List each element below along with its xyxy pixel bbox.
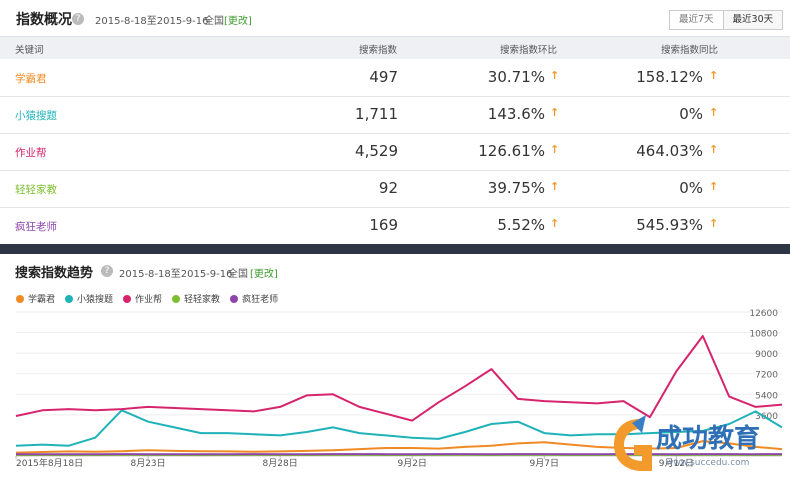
x-tick-label: 8月23日 bbox=[130, 458, 165, 469]
y-tick-label: 10800 bbox=[749, 330, 778, 340]
help-icon[interactable]: ? bbox=[101, 265, 113, 277]
range-toggle: 最近7天 最近30天 bbox=[669, 10, 783, 30]
yoy-value: 0% bbox=[679, 105, 703, 123]
watermark-logo: 成功教育 www.succedu.com bbox=[612, 415, 790, 473]
mom-value: 30.71% bbox=[488, 68, 545, 86]
up-arrow-icon: ↑ bbox=[550, 180, 559, 193]
legend-item[interactable]: 疯狂老师 bbox=[230, 292, 278, 305]
yoy-value: 545.93% bbox=[636, 216, 703, 234]
search-index-value: 497 bbox=[369, 68, 398, 86]
y-tick-label: 9000 bbox=[755, 350, 778, 360]
x-tick-label: 9月2日 bbox=[397, 458, 426, 469]
panel-divider bbox=[0, 244, 790, 254]
legend-label: 小猿搜题 bbox=[77, 292, 113, 305]
search-index-value: 1,711 bbox=[355, 105, 398, 123]
legend-dot-icon bbox=[65, 295, 73, 303]
x-tick-label: 8月28日 bbox=[263, 458, 298, 469]
legend-item[interactable]: 小猿搜题 bbox=[65, 292, 113, 305]
legend-label: 疯狂老师 bbox=[242, 292, 278, 305]
trend-region: 全国 bbox=[228, 265, 248, 280]
overview-date-range: 2015-8-18至2015-9-16 bbox=[95, 12, 209, 27]
keyword-link[interactable]: 学霸君 bbox=[15, 71, 47, 86]
col-yoy: 搜索指数同比 bbox=[661, 42, 718, 56]
up-arrow-icon: ↑ bbox=[709, 106, 718, 119]
legend-label: 作业帮 bbox=[135, 292, 162, 305]
mom-value: 143.6% bbox=[488, 105, 545, 123]
up-arrow-icon: ↑ bbox=[709, 180, 718, 193]
yoy-value: 464.03% bbox=[636, 142, 703, 160]
legend-dot-icon bbox=[230, 295, 238, 303]
keyword-link[interactable]: 小猿搜题 bbox=[15, 108, 57, 123]
mom-value: 5.52% bbox=[497, 216, 545, 234]
keyword-link[interactable]: 疯狂老师 bbox=[15, 219, 57, 234]
col-keyword: 关键词 bbox=[15, 42, 44, 56]
yoy-value: 158.12% bbox=[636, 68, 703, 86]
legend-label: 轻轻家教 bbox=[184, 292, 220, 305]
table-header: 关键词 搜索指数 搜索指数环比 搜索指数同比 bbox=[0, 36, 790, 59]
overview-title: 指数概况 bbox=[16, 9, 72, 29]
keyword-link[interactable]: 作业帮 bbox=[15, 145, 47, 160]
series-line bbox=[16, 336, 782, 421]
y-tick-label: 5400 bbox=[755, 391, 778, 401]
table-row: 作业帮 4,529 126.61% ↑ 464.03% ↑ bbox=[0, 133, 790, 171]
search-index-value: 4,529 bbox=[355, 142, 398, 160]
last-7-days-button[interactable]: 最近7天 bbox=[670, 11, 724, 29]
up-arrow-icon: ↑ bbox=[550, 217, 559, 230]
table-row: 学霸君 497 30.71% ↑ 158.12% ↑ bbox=[0, 59, 790, 97]
up-arrow-icon: ↑ bbox=[550, 69, 559, 82]
search-index-value: 169 bbox=[369, 216, 398, 234]
watermark-url: www.succedu.com bbox=[666, 458, 749, 468]
up-arrow-icon: ↑ bbox=[550, 106, 559, 119]
trend-title: 搜索指数趋势 bbox=[15, 262, 93, 281]
table-row: 轻轻家教 92 39.75% ↑ 0% ↑ bbox=[0, 170, 790, 208]
legend-label: 学霸君 bbox=[28, 292, 55, 305]
legend-dot-icon bbox=[123, 295, 131, 303]
table-row: 小猿搜题 1,711 143.6% ↑ 0% ↑ bbox=[0, 96, 790, 134]
up-arrow-icon: ↑ bbox=[709, 217, 718, 230]
keyword-link[interactable]: 轻轻家教 bbox=[15, 182, 57, 197]
legend-item[interactable]: 轻轻家教 bbox=[172, 292, 220, 305]
mom-value: 39.75% bbox=[488, 179, 545, 197]
legend-item[interactable]: 作业帮 bbox=[123, 292, 162, 305]
up-arrow-icon: ↑ bbox=[550, 143, 559, 156]
y-tick-label: 12600 bbox=[749, 309, 778, 319]
search-index-value: 92 bbox=[379, 179, 398, 197]
last-30-days-button[interactable]: 最近30天 bbox=[724, 11, 783, 29]
col-mom: 搜索指数环比 bbox=[500, 42, 557, 56]
yoy-value: 0% bbox=[679, 179, 703, 197]
up-arrow-icon: ↑ bbox=[709, 143, 718, 156]
col-search-index: 搜索指数 bbox=[359, 42, 397, 56]
x-tick-label: 9月7日 bbox=[530, 458, 559, 469]
chart-legend: 学霸君 小猿搜题 作业帮 轻轻家教 疯狂老师 bbox=[16, 292, 278, 305]
watermark-brand: 成功教育 bbox=[656, 423, 760, 454]
trend-change-link[interactable]: [更改] bbox=[250, 265, 278, 280]
legend-item[interactable]: 学霸君 bbox=[16, 292, 55, 305]
mom-value: 126.61% bbox=[478, 142, 545, 160]
trend-date-range: 2015-8-18至2015-9-16 bbox=[119, 265, 233, 280]
x-tick-label: 2015年8月18日 bbox=[16, 457, 83, 469]
overview-panel: 指数概况 ? 2015-8-18至2015-9-16 全国 [更改] 最近7天 … bbox=[0, 0, 790, 244]
legend-dot-icon bbox=[172, 295, 180, 303]
overview-header: 指数概况 ? 2015-8-18至2015-9-16 全国 [更改] 最近7天 … bbox=[0, 0, 790, 36]
table-row: 疯狂老师 169 5.52% ↑ 545.93% ↑ bbox=[0, 207, 790, 244]
overview-change-link[interactable]: [更改] bbox=[224, 12, 252, 27]
y-tick-label: 7200 bbox=[755, 371, 778, 381]
help-icon[interactable]: ? bbox=[72, 13, 84, 25]
overview-region: 全国 bbox=[204, 12, 224, 27]
up-arrow-icon: ↑ bbox=[709, 69, 718, 82]
legend-dot-icon bbox=[16, 295, 24, 303]
